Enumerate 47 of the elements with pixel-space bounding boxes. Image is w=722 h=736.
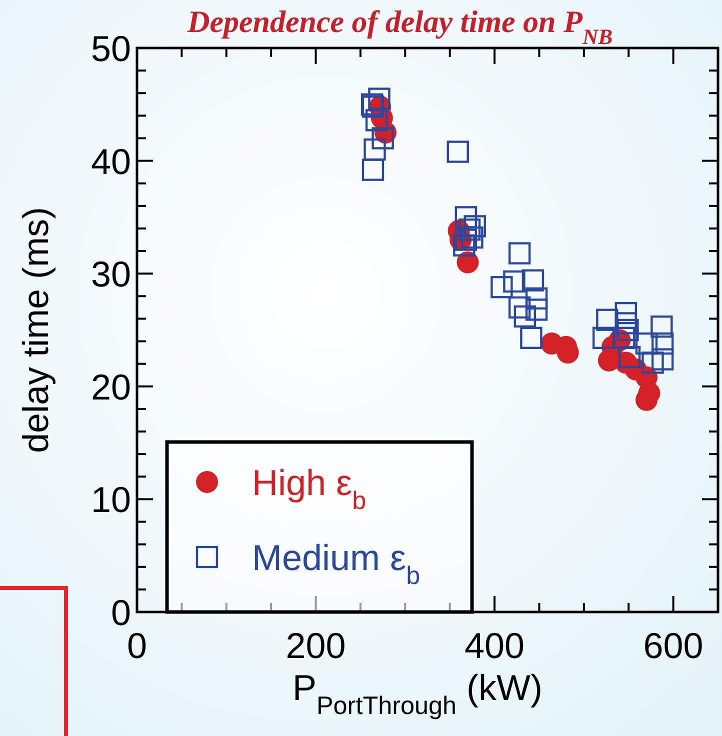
point: [456, 251, 479, 274]
point: [616, 318, 639, 342]
point: [614, 302, 638, 324]
y-tick-label: 20: [90, 366, 131, 408]
chart-title: Dependence of delay time on P$_{NB}$: [186, 4, 613, 49]
legend-label: Medium ε$_{b}$: [252, 537, 420, 590]
point: [522, 269, 544, 292]
point: [508, 296, 531, 319]
point: [464, 215, 486, 238]
point: [618, 346, 641, 368]
point: [508, 242, 531, 264]
point: [651, 348, 674, 370]
point: [596, 308, 618, 331]
point: [614, 312, 638, 334]
y-tick-label: 10: [90, 479, 131, 520]
point: [454, 228, 478, 251]
x-axis-title: P$_{PortThrough}$ (kW): [292, 667, 543, 720]
point: [365, 109, 388, 132]
point: [453, 234, 476, 256]
x-tick-label: 200: [286, 625, 346, 666]
point: [368, 88, 390, 110]
legend-label: High ε$_{b}$: [252, 462, 366, 515]
point: [490, 276, 513, 298]
point: [454, 206, 478, 228]
x-tick-label: 600: [643, 625, 704, 666]
y-tick-label: 40: [90, 140, 131, 182]
point: [446, 140, 469, 163]
point: [525, 287, 548, 310]
point: [651, 332, 674, 355]
point: [520, 326, 542, 349]
point: [525, 298, 548, 321]
point: [650, 316, 673, 338]
point: [372, 127, 394, 150]
point: [514, 305, 536, 328]
point: [461, 226, 484, 249]
point: [642, 352, 664, 374]
y-tick-label: 50: [90, 28, 131, 69]
x-tick-label: 400: [464, 625, 525, 666]
y-axis-title: delay time (ms): [15, 206, 56, 454]
y-tick-label: 30: [90, 254, 131, 295]
point: [364, 138, 386, 161]
point: [592, 326, 615, 349]
point: [362, 158, 384, 181]
point: [503, 270, 526, 293]
point: [458, 218, 481, 241]
point: [635, 332, 658, 355]
y-tick-label: 0: [110, 592, 131, 633]
